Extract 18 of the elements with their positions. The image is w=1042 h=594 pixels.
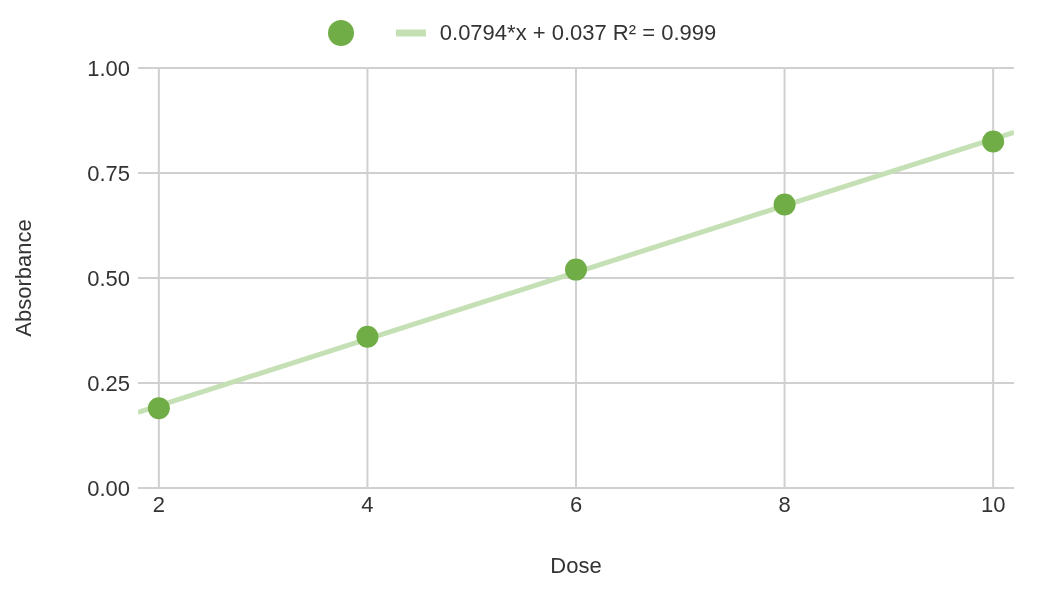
x-tick-label: 2 xyxy=(152,491,165,517)
point xyxy=(773,193,796,216)
point xyxy=(147,397,170,420)
point xyxy=(356,325,379,348)
x-tick-label: 8 xyxy=(778,491,791,517)
x-tick-label: 10 xyxy=(980,491,1006,517)
y-tick-label: 1.00 xyxy=(87,55,130,81)
y-axis-title: Absorbance xyxy=(10,219,36,337)
x-tick-label: 6 xyxy=(569,491,583,517)
legend-label: 0.0794*x + 0.037 R² = 0.999 xyxy=(439,20,717,46)
x-axis-title: Dose xyxy=(550,553,602,578)
x-tick-label: 4 xyxy=(361,491,374,517)
y-tick-label: 0.50 xyxy=(87,265,130,291)
y-tick-label: 0.00 xyxy=(87,475,130,501)
y-tick-label: 0.75 xyxy=(87,160,130,186)
y-tick-label: 0.25 xyxy=(87,370,130,396)
point xyxy=(565,258,587,281)
point xyxy=(982,130,1005,153)
